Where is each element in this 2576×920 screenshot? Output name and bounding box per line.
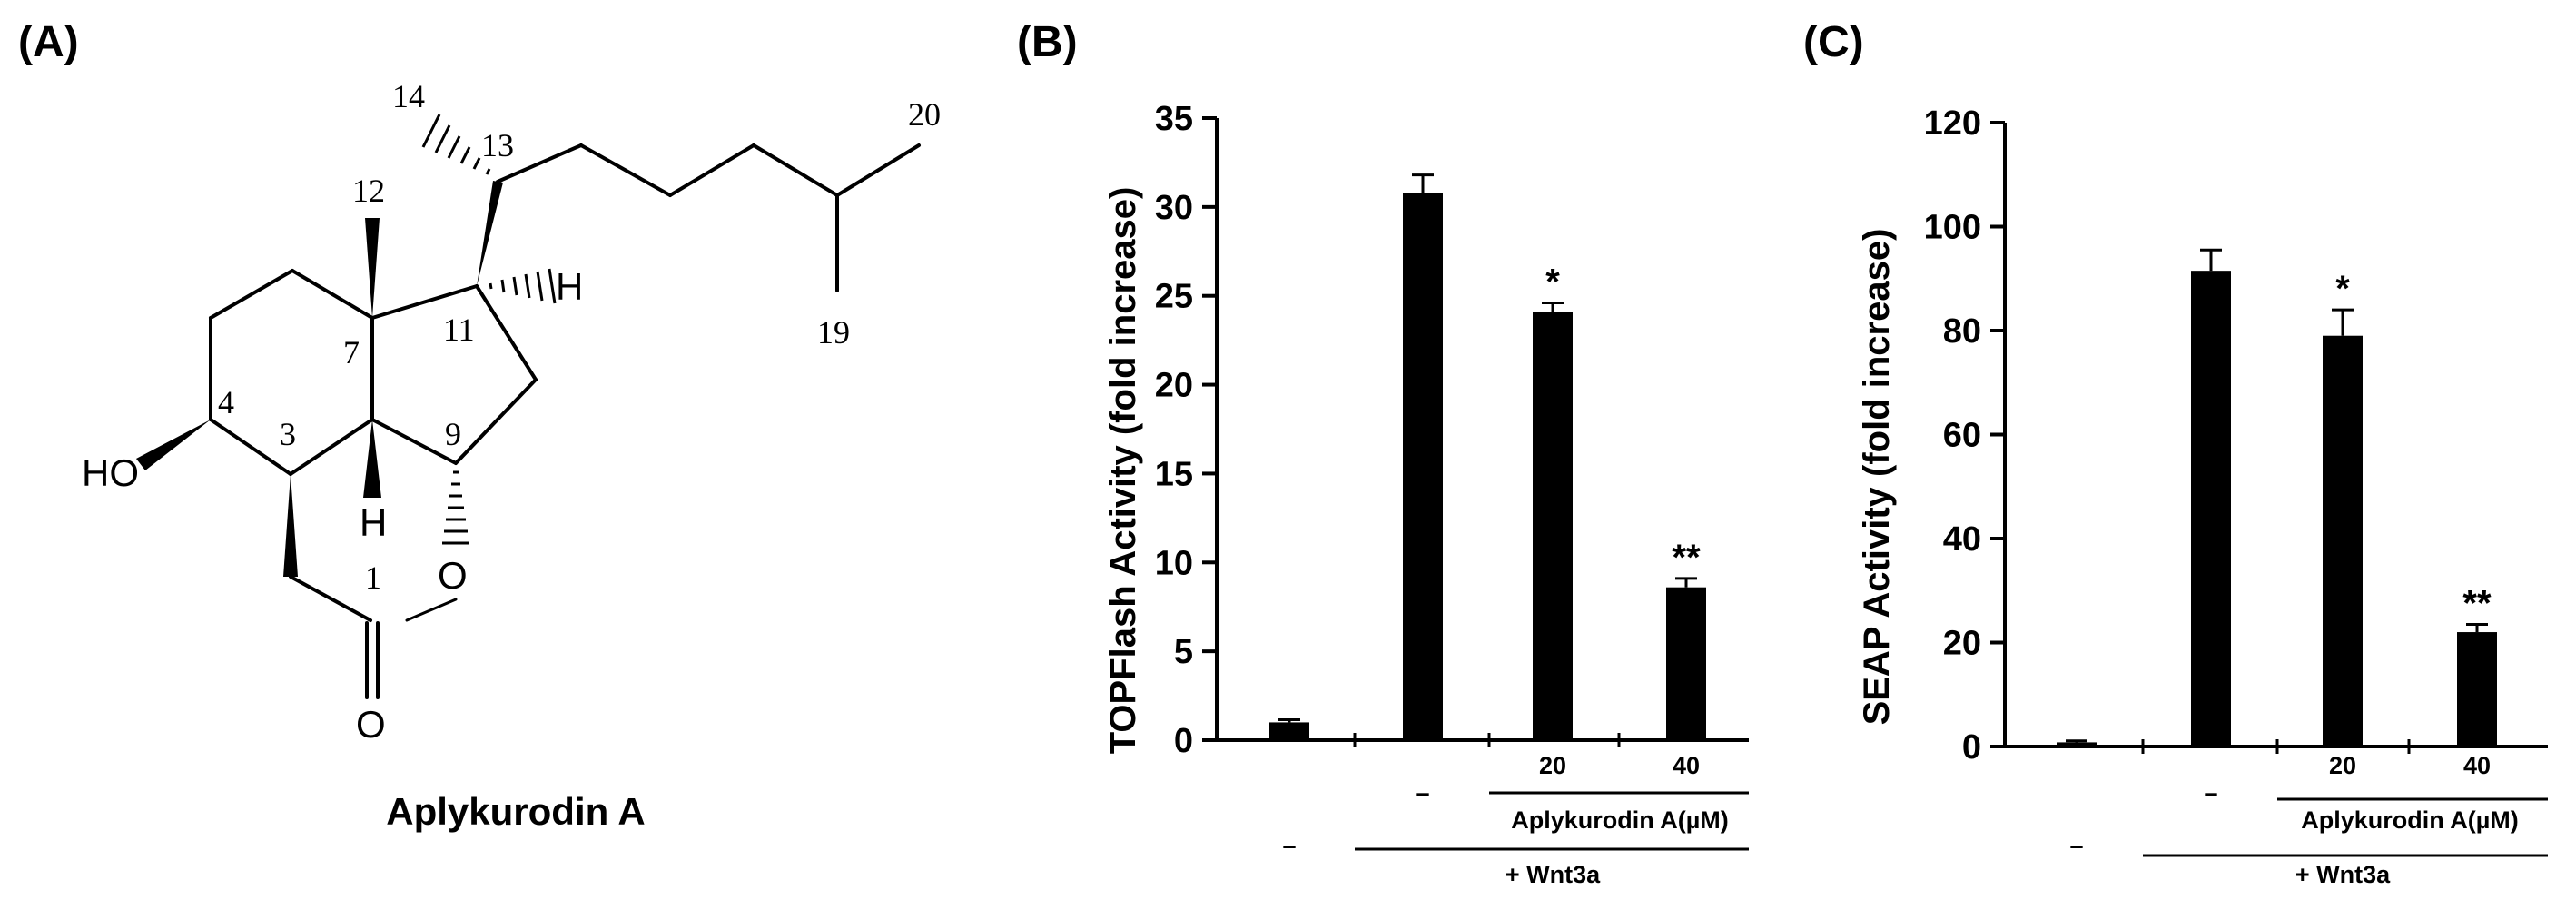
axes: 0 5 10 15 20 25 30 35 (1155, 100, 1749, 851)
panel-b: (B) TOPFlash Activity (fold increase) 0 5… (999, 0, 1780, 915)
y-tick-label: 10 (1155, 544, 1193, 582)
num-14: 14 (392, 78, 425, 114)
aplykurodin-structure: (A) (18, 18, 941, 833)
bar (1666, 587, 1706, 740)
panel-c-label: (C) (1803, 18, 1864, 66)
y-tick-label: 80 (1943, 312, 1981, 351)
significance-marker: * (1545, 262, 1560, 302)
atom-h9: H (360, 501, 387, 544)
num-1: 1 (365, 559, 381, 596)
carbon-numbers: 1 3 4 7 9 11 12 13 14 19 20 (218, 78, 941, 596)
y-tick-label: 120 (1924, 104, 1981, 143)
y-tick-label: 100 (1924, 209, 1981, 247)
bars: *** (2057, 248, 2497, 747)
bar (1269, 722, 1309, 740)
axes: 0 20 40 60 80 100 120 (1924, 104, 2548, 857)
num-19: 19 (817, 314, 850, 351)
wnt3a-label: + Wnt3a (1505, 861, 1601, 888)
x-labels: – 20 40 Aplykurodin A(µM) – + Wnt3a (2069, 752, 2518, 888)
compound-name: Aplykurodin A (386, 790, 645, 833)
dose-40-label: 40 (2463, 752, 2491, 779)
significance-marker: ** (1672, 538, 1701, 578)
bar (2323, 335, 2363, 747)
significance-marker: * (2335, 269, 2350, 309)
compound-dose-label: Aplykurodin A(µM) (2301, 806, 2519, 834)
dose-20-label: 20 (1539, 752, 1566, 779)
no-wnt-dash: – (1282, 832, 1296, 859)
num-7: 7 (343, 334, 360, 371)
no-wnt-dash: – (2069, 832, 2083, 859)
y-tick-label: 5 (1174, 633, 1193, 671)
y-axis-label: TOPFlash Activity (fold increase) (1103, 187, 1143, 755)
y-tick-label: 30 (1155, 189, 1193, 227)
num-3: 3 (280, 416, 296, 452)
wnt-only-dash: – (2204, 779, 2217, 806)
bond-lines (209, 143, 921, 699)
atom-ho: HO (82, 451, 139, 494)
y-tick-label: 35 (1155, 100, 1193, 138)
significance-marker: ** (2462, 583, 2492, 623)
bar (2191, 271, 2231, 747)
y-tick-label: 60 (1943, 417, 1981, 455)
y-tick-label: 25 (1155, 278, 1193, 316)
wnt3a-label: + Wnt3a (2295, 861, 2391, 888)
wnt-only-dash: – (1416, 779, 1429, 806)
stereo-hashes (421, 114, 557, 545)
atom-o-ring: O (438, 554, 468, 597)
panel-a-label: (A) (18, 18, 79, 66)
atom-o-carbonyl: O (356, 703, 386, 746)
num-4: 4 (218, 384, 234, 420)
num-11: 11 (443, 312, 475, 348)
num-13: 13 (481, 127, 514, 163)
compound-dose-label: Aplykurodin A(µM) (1511, 806, 1729, 834)
chart-topflash: (B) TOPFlash Activity (fold increase) 0 5… (1017, 18, 1749, 888)
y-tick-label: 0 (1174, 722, 1193, 760)
num-20: 20 (908, 96, 941, 133)
num-12: 12 (352, 173, 385, 209)
bar (2457, 632, 2497, 747)
bars: *** (1269, 173, 1706, 740)
stereo-wedges (136, 181, 503, 577)
chart-seap: (C) SEAP Activity (fold increase) 0 20 40 6… (1803, 18, 2548, 888)
y-tick-label: 20 (1943, 625, 1981, 663)
y-tick-label: 0 (1962, 728, 1981, 767)
y-tick-label: 20 (1155, 367, 1193, 405)
dose-40-label: 40 (1673, 752, 1700, 779)
x-labels: – 20 40 Aplykurodin A(µM) – + Wnt3a (1282, 752, 1728, 888)
atom-h11: H (556, 265, 583, 308)
y-axis-label: SEAP Activity (fold increase) (1857, 229, 1897, 726)
y-tick-label: 15 (1155, 455, 1193, 493)
bar (1533, 312, 1573, 740)
dose-20-label: 20 (2329, 752, 2356, 779)
y-tick-label: 40 (1943, 520, 1981, 559)
bar (2057, 742, 2097, 747)
panel-c: (C) SEAP Activity (fold increase) 0 20 40 6… (1780, 0, 2576, 915)
panel-b-label: (B) (1017, 18, 1078, 66)
bar (1403, 193, 1443, 740)
num-9: 9 (445, 416, 461, 452)
panel-a: (A) (0, 0, 999, 915)
